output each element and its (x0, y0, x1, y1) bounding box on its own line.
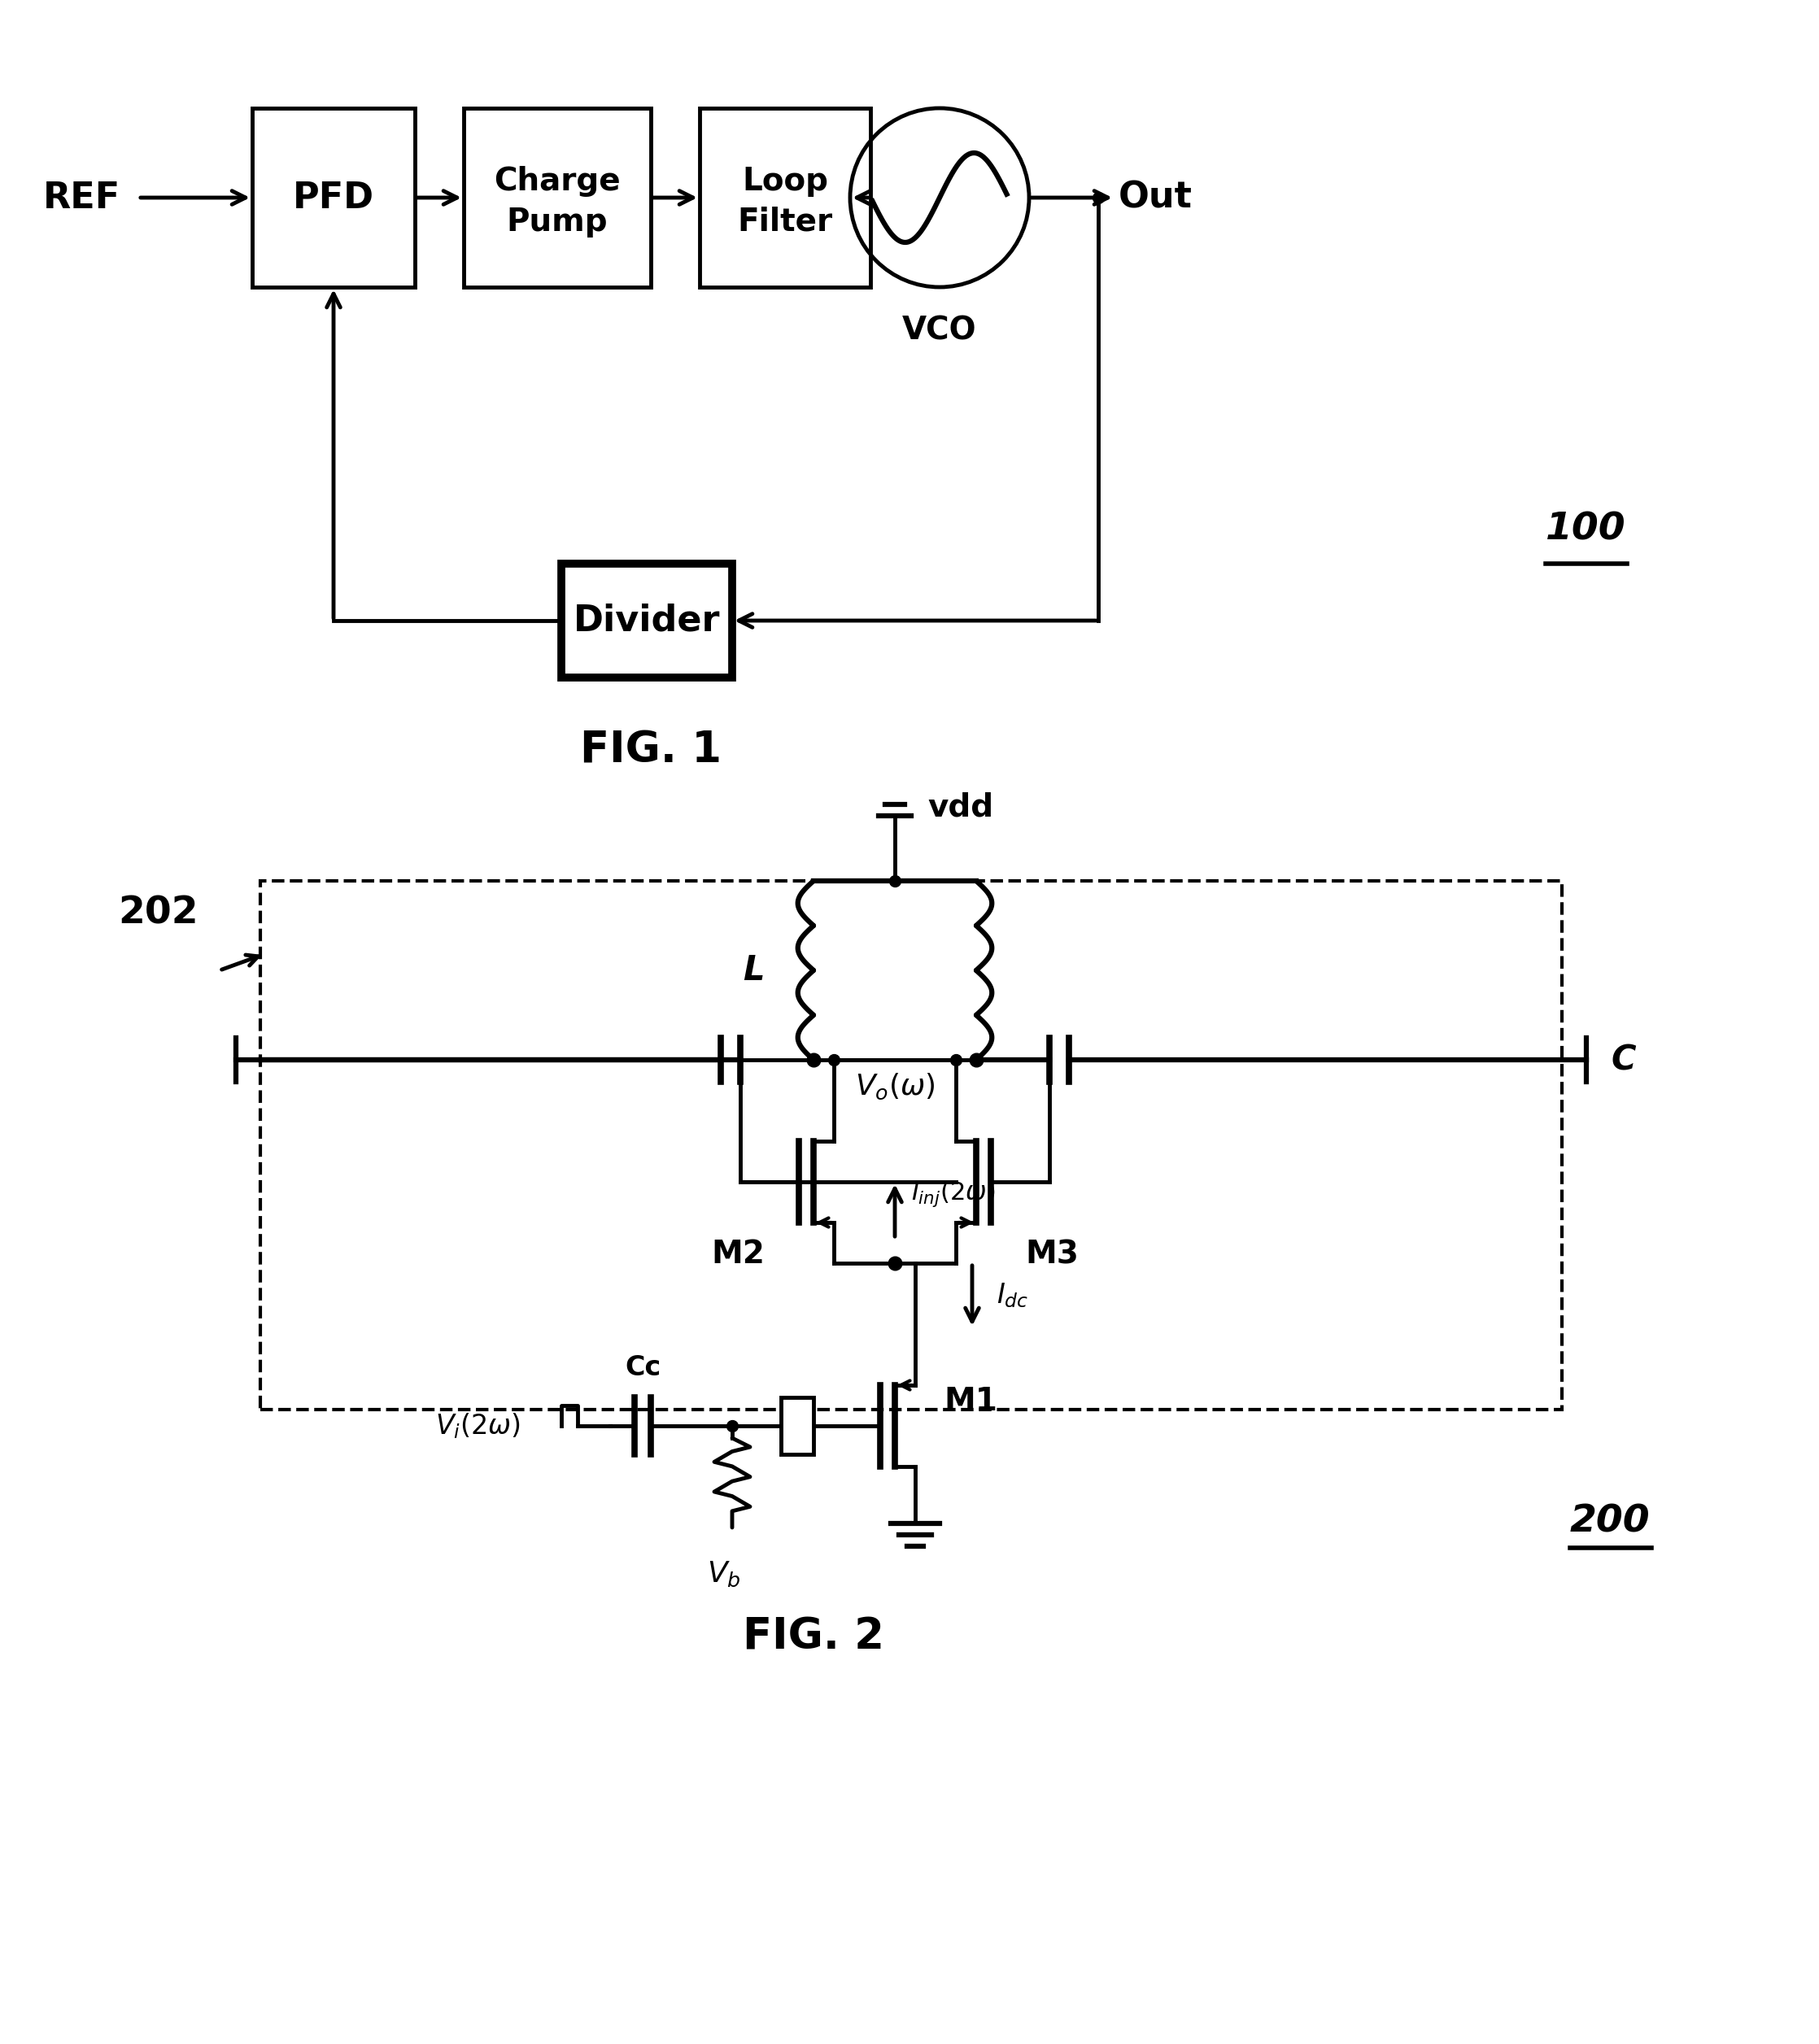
Text: M3: M3 (1026, 1239, 1079, 1269)
Text: Charge: Charge (495, 166, 620, 196)
Text: 202: 202 (118, 895, 198, 932)
Text: FIG. 1: FIG. 1 (580, 730, 722, 773)
Text: 200: 200 (1570, 1502, 1650, 1539)
Text: 100: 100 (1546, 511, 1626, 548)
Text: REF: REF (42, 180, 120, 215)
Bar (562, 564, 733, 677)
Text: M1: M1 (944, 1386, 997, 1416)
Text: Filter: Filter (737, 206, 833, 237)
Text: FIG. 2: FIG. 2 (742, 1617, 884, 1658)
FancyBboxPatch shape (260, 881, 1563, 1410)
Text: PFD: PFD (293, 180, 375, 215)
Text: $I_{inj}(2\omega)$: $I_{inj}(2\omega)$ (911, 1179, 995, 1208)
Text: M2: M2 (711, 1239, 764, 1269)
Text: $V_i(2\omega)$: $V_i(2\omega)$ (435, 1410, 520, 1441)
Text: Pump: Pump (506, 206, 608, 237)
Text: Divider: Divider (573, 603, 720, 638)
Text: L: L (744, 953, 764, 987)
Text: $I_{dc}$: $I_{dc}$ (997, 1282, 1028, 1310)
Text: $V_o(\omega)$: $V_o(\omega)$ (855, 1071, 935, 1102)
Bar (253, 108, 415, 286)
Bar (780, 1398, 813, 1455)
Text: vdd: vdd (928, 793, 993, 824)
Text: C: C (1612, 1042, 1635, 1077)
Bar (700, 108, 871, 286)
Text: $V_b$: $V_b$ (708, 1560, 740, 1588)
Text: VCO: VCO (902, 315, 977, 347)
Text: Out: Out (1119, 180, 1191, 215)
Bar (464, 108, 651, 286)
Text: Cc: Cc (624, 1355, 660, 1382)
Text: Loop: Loop (742, 166, 828, 196)
